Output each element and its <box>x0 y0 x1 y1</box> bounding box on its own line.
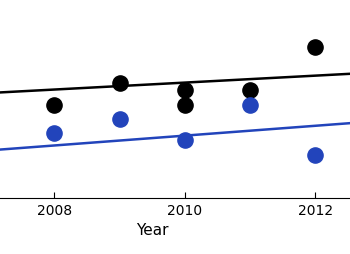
Point <box>117 82 122 86</box>
Point <box>247 89 253 93</box>
Point <box>247 103 253 107</box>
Point <box>313 153 318 157</box>
Point <box>117 117 122 121</box>
Point <box>182 89 188 93</box>
Point <box>182 103 188 107</box>
Point <box>182 139 188 143</box>
X-axis label: Year: Year <box>136 223 168 237</box>
Point <box>313 46 318 50</box>
Point <box>51 132 57 136</box>
Point <box>51 103 57 107</box>
